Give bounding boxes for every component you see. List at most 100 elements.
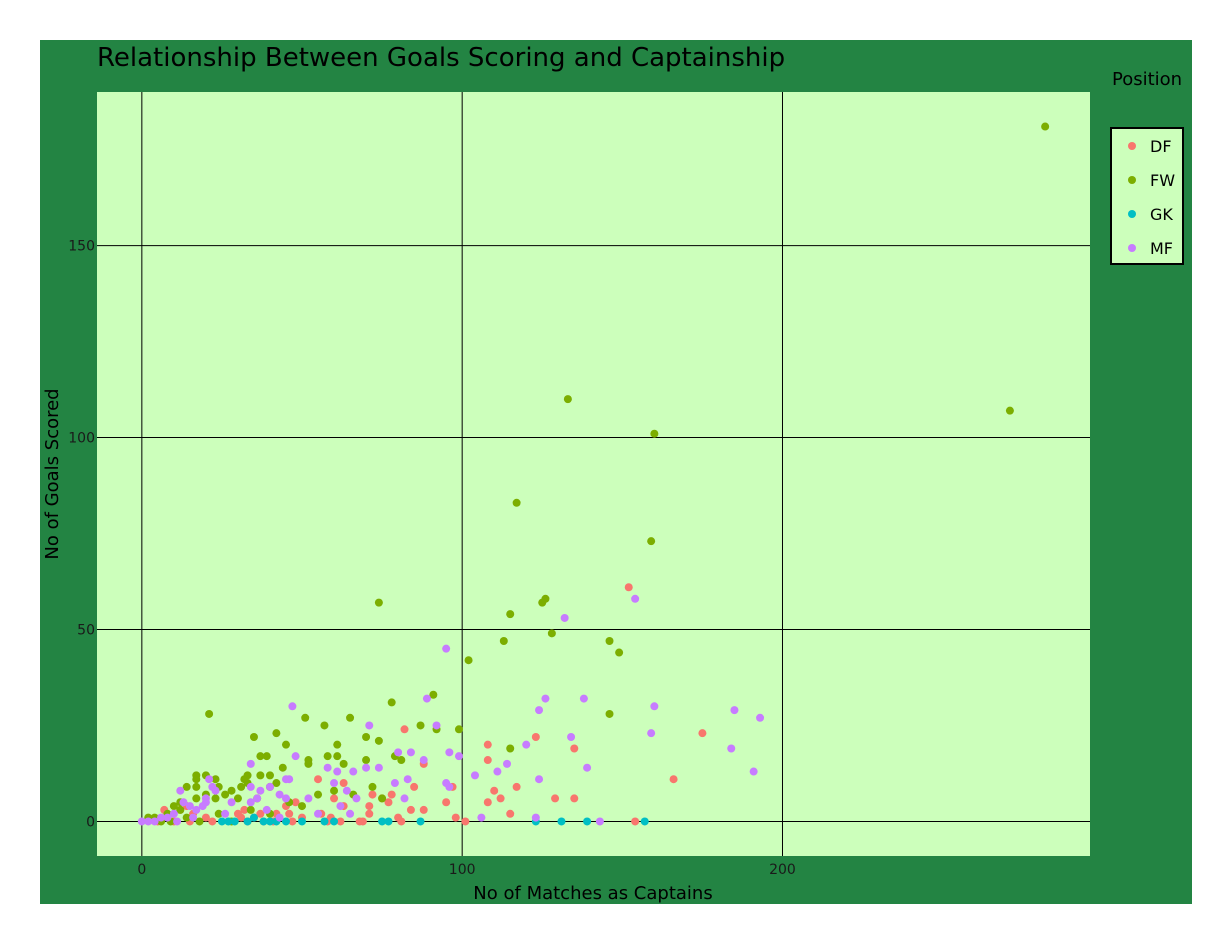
- data-point-fw: [182, 813, 191, 822]
- data-point-gk: [230, 817, 239, 826]
- data-point-mf: [583, 763, 592, 772]
- data-point-fw: [429, 690, 438, 699]
- data-point-fw: [1005, 406, 1014, 415]
- data-point-mf: [650, 702, 659, 711]
- data-point-mf: [406, 748, 415, 757]
- data-point-df: [358, 817, 367, 826]
- data-point-df: [387, 790, 396, 799]
- data-point-fw: [374, 598, 383, 607]
- data-point-df: [288, 817, 297, 826]
- y-tick-label: 0: [86, 814, 95, 830]
- data-point-fw: [374, 736, 383, 745]
- data-point-mf: [253, 794, 262, 803]
- data-point-gk: [378, 817, 387, 826]
- y-axis-title: No of Goals Scored: [42, 388, 63, 559]
- data-point-mf: [567, 732, 576, 741]
- legend-title: Position: [1112, 69, 1182, 90]
- data-point-df: [339, 779, 348, 788]
- data-point-mf: [560, 613, 569, 622]
- data-point-df: [201, 813, 210, 822]
- data-point-mf: [394, 748, 403, 757]
- data-point-mf: [137, 817, 146, 826]
- data-point-mf: [246, 782, 255, 791]
- data-point-df: [551, 794, 560, 803]
- data-point-mf: [176, 786, 185, 795]
- data-point-gk: [640, 817, 649, 826]
- data-point-fw: [272, 779, 281, 788]
- data-point-gk: [384, 817, 393, 826]
- data-point-df: [330, 794, 339, 803]
- data-point-df: [496, 794, 505, 803]
- data-point-mf: [374, 763, 383, 772]
- data-point-df: [256, 809, 265, 818]
- x-tick-label: 200: [769, 862, 796, 878]
- data-point-fw: [454, 725, 463, 734]
- data-point-mf: [365, 721, 374, 730]
- data-point-fw: [256, 771, 265, 780]
- data-point-fw: [221, 790, 230, 799]
- tick-labels: 0 100 200 0 50 100 150: [68, 239, 796, 878]
- data-point-mf: [362, 763, 371, 772]
- data-point-mf: [333, 767, 342, 776]
- data-point-fw: [301, 713, 310, 722]
- data-point-fw: [378, 794, 387, 803]
- data-point-mf: [314, 809, 323, 818]
- data-point-df: [483, 798, 492, 807]
- data-point-df: [512, 782, 521, 791]
- data-point-fw: [499, 637, 508, 646]
- chart-title: Relationship Between Goals Scoring and C…: [97, 43, 785, 73]
- data-point-df: [531, 732, 540, 741]
- data-point-mf: [390, 779, 399, 788]
- data-point-fw: [298, 802, 307, 811]
- legend-marker-df: [1128, 142, 1136, 150]
- data-point-fw: [304, 759, 313, 768]
- legend-label-mf: MF: [1150, 239, 1173, 258]
- data-point-mf: [144, 817, 153, 826]
- data-point-df: [400, 725, 409, 734]
- data-point-mf: [403, 775, 412, 784]
- data-point-mf: [756, 713, 765, 722]
- data-point-fw: [368, 782, 377, 791]
- data-point-gk: [249, 813, 258, 822]
- data-point-mf: [579, 694, 588, 703]
- data-point-fw: [227, 786, 236, 795]
- data-point-df: [237, 813, 246, 822]
- data-point-mf: [419, 756, 428, 765]
- data-point-mf: [246, 798, 255, 807]
- data-point-fw: [278, 763, 287, 772]
- data-point-fw: [205, 709, 214, 718]
- data-point-mf: [400, 794, 409, 803]
- data-point-fw: [362, 756, 371, 765]
- data-point-df: [669, 775, 678, 784]
- legend-marker-gk: [1128, 210, 1136, 218]
- data-point-mf: [262, 805, 271, 814]
- legend-marker-fw: [1128, 176, 1136, 184]
- data-point-df: [506, 809, 515, 818]
- data-point-fw: [605, 709, 614, 718]
- data-points: [137, 122, 1050, 826]
- data-point-mf: [208, 782, 217, 791]
- data-point-fw: [538, 598, 547, 607]
- data-point-gk: [217, 817, 226, 826]
- data-point-gk: [259, 817, 268, 826]
- data-point-gk: [320, 817, 329, 826]
- data-point-mf: [445, 782, 454, 791]
- data-point-fw: [246, 805, 255, 814]
- data-point-mf: [541, 694, 550, 703]
- data-point-df: [461, 817, 470, 826]
- data-point-fw: [547, 629, 556, 638]
- legend: DF FW GK MF: [1110, 127, 1184, 265]
- data-point-fw: [211, 794, 220, 803]
- data-point-fw: [169, 802, 178, 811]
- data-point-df: [368, 790, 377, 799]
- y-tick-label: 50: [77, 622, 95, 638]
- data-point-mf: [275, 813, 284, 822]
- data-point-mf: [169, 809, 178, 818]
- data-point-fw: [1041, 122, 1050, 131]
- data-point-mf: [454, 752, 463, 761]
- data-point-mf: [346, 809, 355, 818]
- legend-box: [1110, 127, 1184, 265]
- data-point-gk: [243, 817, 252, 826]
- data-point-fw: [333, 752, 342, 761]
